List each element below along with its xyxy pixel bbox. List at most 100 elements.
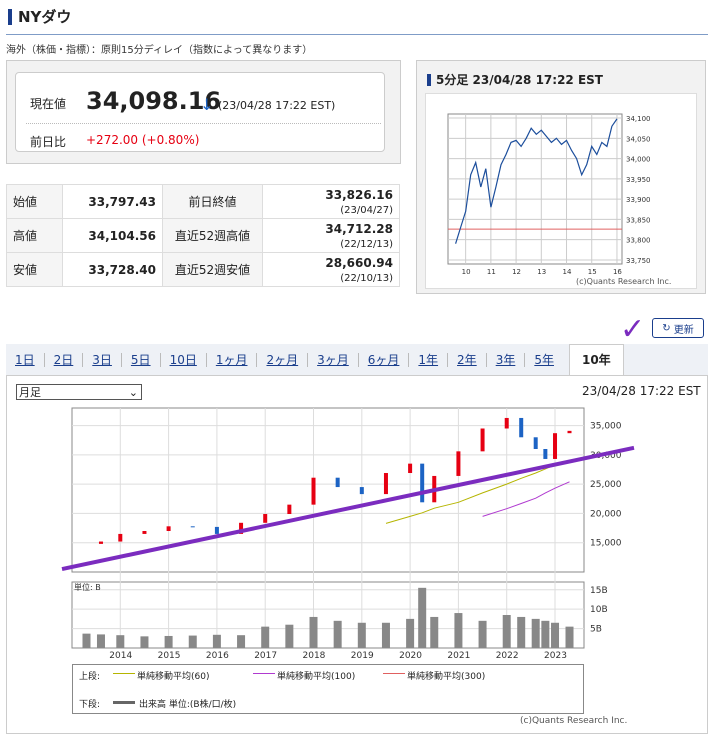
tab-8[interactable]: 6ヶ月	[359, 352, 410, 367]
tab-11[interactable]: 3年	[487, 352, 526, 367]
title-marker	[8, 8, 12, 25]
x-tick-label: 16	[613, 268, 622, 276]
tab-12[interactable]: 5年	[534, 352, 554, 367]
refresh-button[interactable]: ↻ 更新	[652, 318, 704, 338]
x-tick-label: 2021	[447, 651, 470, 661]
volume-bar	[517, 616, 526, 648]
x-tick-label: 2017	[254, 651, 277, 661]
stat-label: 始値	[6, 184, 63, 219]
stat-label: 直近52週高値	[162, 218, 263, 253]
tab-7[interactable]: 3ヶ月	[308, 352, 359, 367]
candle	[543, 449, 548, 459]
period-tabs: 1日 2日 3日 5日 10日 1ヶ月 2ヶ月 3ヶ月 6ヶ月 1年 2年 3年 5年 10年	[6, 344, 708, 376]
x-tick-label: 2022	[496, 651, 519, 661]
stat-value: 28,660.94 (22/10/13)	[262, 252, 400, 287]
candle	[287, 504, 292, 515]
x-tick-label: 12	[512, 268, 521, 276]
legend-ma300: 単純移動平均(300)	[407, 672, 486, 682]
volume-bar	[82, 633, 91, 648]
table-row: 安値 33,728.40 直近52週安値 28,660.94 (22/10/13)	[6, 252, 400, 287]
x-tick-label: 2016	[206, 651, 229, 661]
candle	[456, 451, 461, 476]
volume-bar	[96, 634, 105, 648]
x-tick-label: 2019	[351, 651, 374, 661]
stats-table: 始値 33,797.43 前日終値 33,826.16 (23/04/27) 高値 34…	[6, 184, 400, 287]
x-tick-label: 2023	[544, 651, 567, 661]
y-tick-label: 15,000	[590, 539, 622, 549]
y-tick-label: 33,950	[626, 176, 651, 184]
candle	[98, 541, 103, 544]
y-tick-label: 33,800	[626, 237, 651, 245]
stat-value: 33,728.40	[62, 252, 163, 287]
y-tick-label: 33,900	[626, 196, 651, 204]
price-card: 現在値 34,098.16 ↓ (23/04/28 17:22 EST) 前日比…	[15, 72, 385, 152]
candle	[263, 514, 268, 523]
candle	[239, 522, 244, 534]
stat-value: 33,826.16 (23/04/27)	[262, 184, 400, 219]
period-select[interactable]: 月足 ⌄	[16, 384, 142, 400]
volume-bar	[212, 634, 221, 648]
volume-bar	[333, 620, 342, 648]
candle	[190, 526, 195, 528]
tab-10[interactable]: 2年	[448, 352, 487, 367]
volume-bar	[531, 618, 540, 648]
tab-4[interactable]: 10日	[161, 352, 207, 367]
x-tick-label: 2018	[303, 651, 326, 661]
y-tick-label: 34,000	[626, 156, 651, 164]
x-tick-label: 11	[487, 268, 496, 276]
volume-bar	[164, 635, 173, 648]
refresh-label: 更新	[673, 324, 694, 336]
tab-3[interactable]: 5日	[122, 352, 161, 367]
legend-lower-label: 下段:	[79, 700, 101, 710]
stat-value: 33,797.43	[62, 184, 163, 219]
chart-timestamp: 23/04/28 17:22 EST	[582, 384, 701, 398]
volume-bar	[478, 620, 487, 648]
candle	[118, 533, 123, 542]
candle	[533, 437, 538, 449]
volume-bar	[357, 622, 366, 648]
stat-label: 高値	[6, 218, 63, 253]
volume-bar	[551, 622, 560, 648]
stat-value: 34,104.56	[62, 218, 163, 253]
candle	[567, 430, 572, 434]
candle	[214, 526, 219, 534]
volume-bar	[565, 626, 574, 648]
trend-line	[61, 445, 635, 572]
tab-5[interactable]: 1ヶ月	[207, 352, 258, 367]
tab-13[interactable]: 10年	[568, 344, 624, 375]
legend-ma100: 単純移動平均(100)	[277, 672, 356, 682]
intraday-title: 5分足 23/04/28 17:22 EST	[427, 71, 603, 88]
volume-unit: 単位: B	[74, 582, 101, 592]
volume-bar	[541, 620, 550, 648]
legend-ma60: 単純移動平均(60)	[137, 672, 210, 682]
x-tick-label: 10	[462, 268, 471, 276]
tab-1[interactable]: 2日	[45, 352, 84, 367]
x-tick-label: 2014	[109, 651, 132, 661]
tab-9[interactable]: 1年	[409, 352, 449, 367]
price-label: 現在値	[30, 97, 67, 111]
volume-bar	[261, 626, 270, 648]
tab-2[interactable]: 3日	[83, 352, 122, 367]
volume-bar	[418, 587, 427, 648]
volume-bar	[309, 616, 318, 648]
candle	[519, 417, 524, 438]
title-text: NYダウ	[18, 8, 72, 26]
candle	[480, 428, 485, 452]
vol-tick-label: 15B	[590, 586, 608, 596]
legend-upper-label: 上段:	[79, 672, 101, 682]
candle	[311, 477, 316, 505]
x-tick-label: 2015	[158, 651, 181, 661]
y-tick-label: 34,050	[626, 135, 651, 143]
chart-copyright: (c)Quants Research Inc.	[576, 277, 671, 286]
x-tick-label: 13	[537, 268, 546, 276]
checkmark-icon: ✓	[620, 312, 646, 347]
tab-0[interactable]: 1日	[6, 352, 45, 367]
candle	[420, 463, 425, 503]
volume-bar	[285, 624, 294, 648]
volume-bar	[116, 635, 125, 648]
delay-note: 海外（株価・指標）：原則15分ディレイ（指数によって異なります）	[6, 45, 313, 56]
volume-bar	[237, 635, 246, 648]
title-rule	[6, 34, 708, 35]
tab-6[interactable]: 2ヶ月	[257, 352, 309, 367]
change-label: 前日比	[30, 135, 67, 149]
